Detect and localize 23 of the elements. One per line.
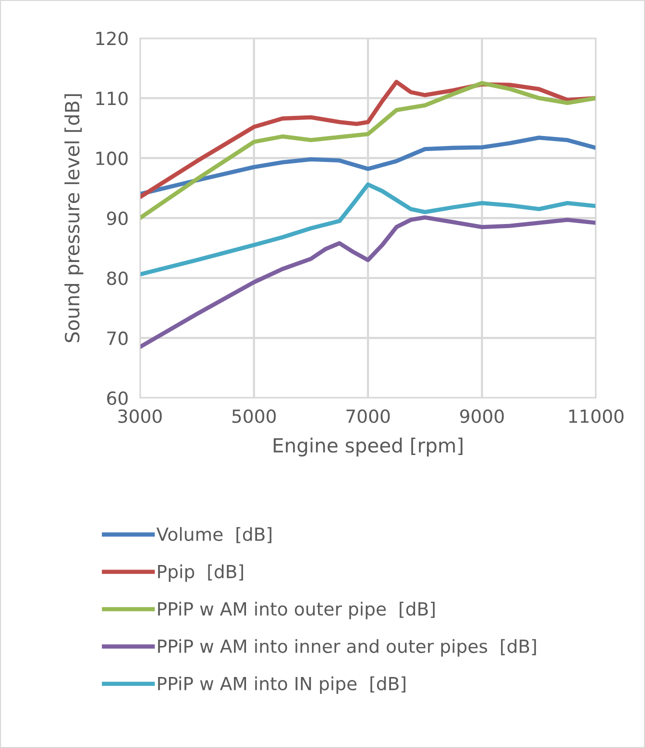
y-tick-label: 60 (107, 391, 128, 406)
line-series (140, 81, 596, 220)
y-tick-label: 70 (107, 331, 128, 346)
y-tick-label: 90 (107, 212, 128, 226)
y-tick-label: 120 (96, 32, 128, 46)
x-tick-label: 11000 (569, 409, 624, 424)
legend-label: PPiP w AM into inner and outer pipes [dB] (158, 639, 536, 657)
legend-label: Ppip [dB] (158, 564, 244, 582)
legend-label: PPiP w AM into IN pipe [dB] (158, 676, 406, 694)
x-tick-label: 3000 (118, 409, 162, 424)
x-tick-label: 7000 (346, 409, 390, 424)
legend-label: PPiP w AM into outer pipe [dB] (158, 602, 435, 620)
line-series (140, 136, 596, 196)
line-series (140, 182, 596, 276)
line-series (140, 215, 596, 350)
y-tick-label: 80 (107, 271, 128, 286)
y-tick-label: 100 (96, 152, 128, 166)
x-tick-label: 5000 (232, 409, 276, 424)
y-tick-label: 110 (96, 92, 128, 106)
x-tick-label: 9000 (460, 409, 504, 424)
x-axis-title: Engine speed [rpm] (274, 438, 462, 456)
y-axis-title: Sound pressure level [dB] (64, 94, 84, 342)
legend-label: Volume [dB] (156, 527, 272, 544)
